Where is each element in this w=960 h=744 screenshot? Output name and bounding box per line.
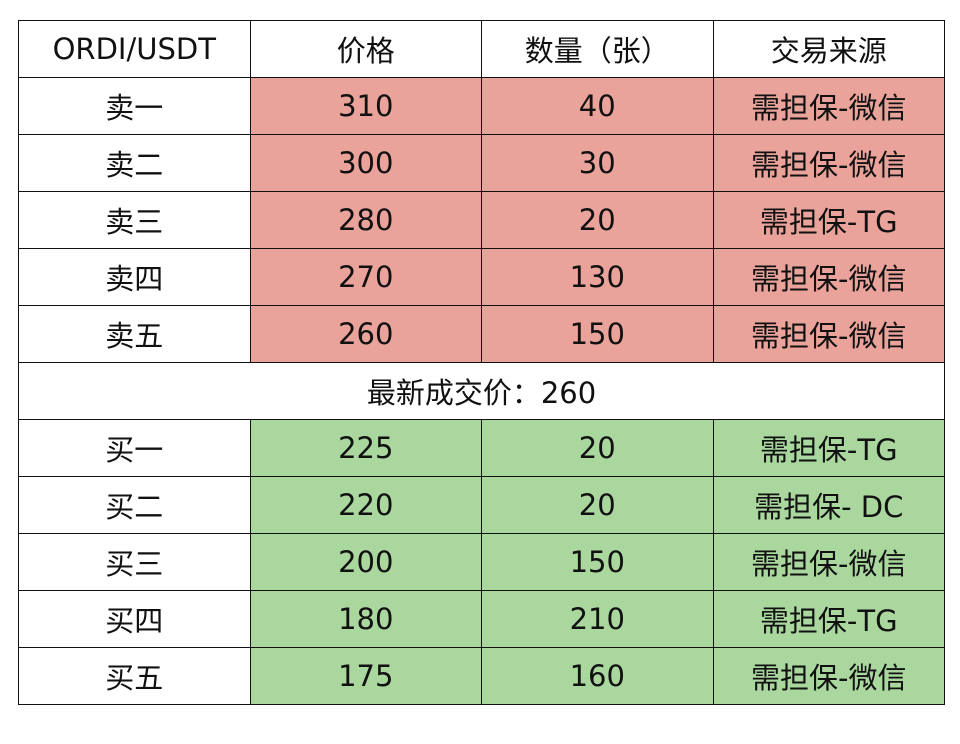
sell-label-cell: 卖二	[18, 134, 251, 192]
sell-source-cell: 需担保-微信	[712, 77, 945, 135]
buy-label-cell: 买四	[18, 590, 251, 648]
header-price: 价格	[249, 20, 482, 78]
sell-qty-cell: 20	[481, 191, 714, 249]
sell-row: 卖五 260 150 需担保-微信	[18, 305, 945, 363]
buy-price-cell: 180	[249, 590, 482, 648]
sell-row: 卖二 300 30 需担保-微信	[18, 134, 945, 192]
header-row: ORDI/USDT 价格 数量（张） 交易来源	[18, 20, 945, 78]
sell-qty-cell: 30	[481, 134, 714, 192]
sell-row: 卖四 270 130 需担保-微信	[18, 248, 945, 306]
sell-row: 卖三 280 20 需担保-TG	[18, 191, 945, 249]
header-source: 交易来源	[712, 20, 945, 78]
header-pair: ORDI/USDT	[18, 20, 251, 78]
buy-source-cell: 需担保-TG	[712, 590, 945, 648]
buy-price-cell: 200	[249, 533, 482, 591]
buy-price-cell: 220	[249, 476, 482, 534]
sell-source-cell: 需担保-微信	[712, 134, 945, 192]
buy-label-cell: 买三	[18, 533, 251, 591]
buy-qty-cell: 150	[481, 533, 714, 591]
buy-row: 买四 180 210 需担保-TG	[18, 590, 945, 648]
sell-label-cell: 卖四	[18, 248, 251, 306]
buy-qty-cell: 160	[481, 647, 714, 705]
buy-price-cell: 225	[249, 419, 482, 477]
header-quantity: 数量（张）	[481, 20, 714, 78]
buy-row: 买一 225 20 需担保-TG	[18, 419, 945, 477]
buy-source-cell: 需担保-微信	[712, 533, 945, 591]
buy-source-cell: 需担保-TG	[712, 419, 945, 477]
sell-source-cell: 需担保-微信	[712, 248, 945, 306]
sell-row: 卖一 310 40 需担保-微信	[18, 77, 945, 135]
sell-price-cell: 270	[249, 248, 482, 306]
order-book-table: ORDI/USDT 价格 数量（张） 交易来源 卖一 310 40 需担保-微信 卖二 3…	[18, 20, 945, 705]
sell-label-cell: 卖五	[18, 305, 251, 363]
sell-price-cell: 300	[249, 134, 482, 192]
sell-price-cell: 310	[249, 77, 482, 135]
last-price-row: 最新成交价：260	[18, 362, 945, 420]
sell-price-cell: 280	[249, 191, 482, 249]
sell-source-cell: 需担保-微信	[712, 305, 945, 363]
buy-price-cell: 175	[249, 647, 482, 705]
buy-label-cell: 买五	[18, 647, 251, 705]
buy-qty-cell: 20	[481, 419, 714, 477]
sell-qty-cell: 150	[481, 305, 714, 363]
sell-label-cell: 卖一	[18, 77, 251, 135]
buy-row: 买五 175 160 需担保-微信	[18, 647, 945, 705]
buy-row: 买二 220 20 需担保- DC	[18, 476, 945, 534]
last-price: 最新成交价：260	[18, 362, 945, 420]
sell-source-cell: 需担保-TG	[712, 191, 945, 249]
buy-source-cell: 需担保-微信	[712, 647, 945, 705]
sell-label-cell: 卖三	[18, 191, 251, 249]
buy-row: 买三 200 150 需担保-微信	[18, 533, 945, 591]
buy-qty-cell: 20	[481, 476, 714, 534]
buy-label-cell: 买二	[18, 476, 251, 534]
buy-source-cell: 需担保- DC	[712, 476, 945, 534]
sell-price-cell: 260	[249, 305, 482, 363]
buy-label-cell: 买一	[18, 419, 251, 477]
buy-qty-cell: 210	[481, 590, 714, 648]
sell-qty-cell: 130	[481, 248, 714, 306]
sell-qty-cell: 40	[481, 77, 714, 135]
